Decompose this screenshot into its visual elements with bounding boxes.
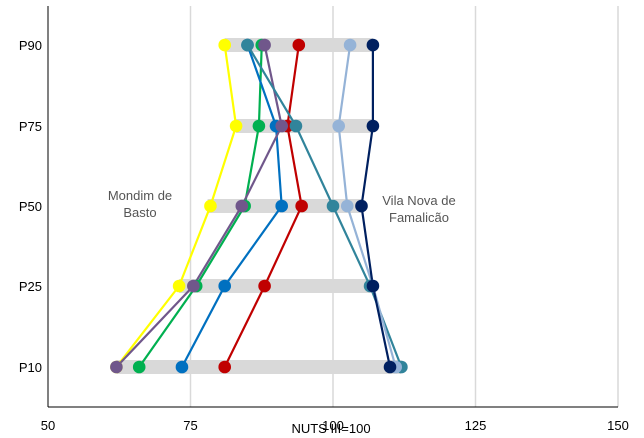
data-point bbox=[289, 119, 303, 133]
data-point bbox=[252, 119, 266, 133]
data-point bbox=[258, 38, 271, 52]
data-point bbox=[275, 119, 289, 133]
range-bar bbox=[116, 360, 402, 374]
data-point bbox=[172, 279, 186, 293]
x-tick-label: 150 bbox=[607, 418, 629, 433]
data-point bbox=[218, 360, 231, 374]
data-point bbox=[355, 199, 368, 213]
data-point bbox=[366, 279, 380, 293]
annotation-label: Vila Nova de bbox=[382, 193, 455, 208]
data-point bbox=[241, 38, 254, 52]
x-axis-title: NUTS III=100 bbox=[291, 421, 370, 436]
data-point bbox=[204, 199, 217, 213]
data-point bbox=[275, 199, 289, 213]
y-category-label: P75 bbox=[19, 119, 42, 134]
data-point bbox=[132, 360, 146, 374]
data-point bbox=[343, 38, 357, 52]
data-point bbox=[383, 360, 397, 374]
data-point bbox=[326, 199, 340, 213]
x-tick-label: 50 bbox=[41, 418, 55, 433]
y-category-label: P10 bbox=[19, 360, 42, 375]
y-category-label: P50 bbox=[19, 199, 42, 214]
data-point bbox=[218, 38, 231, 52]
data-point bbox=[366, 119, 380, 133]
annotation-label: Mondim de bbox=[108, 188, 172, 203]
data-point bbox=[295, 199, 308, 213]
y-category-label: P90 bbox=[19, 38, 42, 53]
data-point bbox=[292, 38, 306, 52]
data-point bbox=[229, 119, 243, 133]
data-point bbox=[235, 199, 249, 213]
data-point bbox=[258, 279, 271, 293]
data-point bbox=[366, 38, 380, 52]
x-tick-label: 125 bbox=[465, 418, 487, 433]
x-tick-label: 75 bbox=[183, 418, 197, 433]
data-point bbox=[340, 199, 354, 213]
data-point bbox=[175, 360, 189, 374]
y-category-label: P25 bbox=[19, 279, 42, 294]
data-point bbox=[218, 279, 231, 293]
data-point bbox=[332, 119, 346, 133]
annotation-label: Basto bbox=[123, 205, 156, 220]
data-point bbox=[187, 279, 200, 293]
x-tick-label: 100 bbox=[322, 418, 344, 433]
annotation-label: Famalicão bbox=[389, 210, 449, 225]
range-bar bbox=[179, 279, 373, 293]
data-point bbox=[110, 360, 123, 374]
